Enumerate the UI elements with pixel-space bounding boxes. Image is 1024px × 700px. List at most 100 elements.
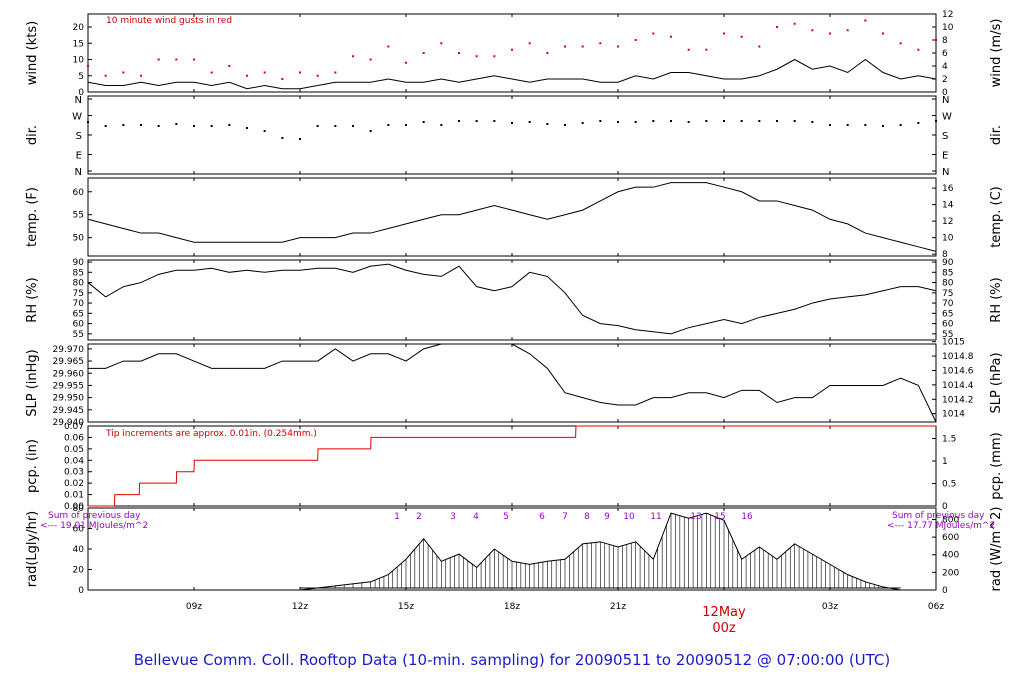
- x-tick-label: 15z: [398, 602, 414, 612]
- gust-point: [246, 74, 248, 77]
- hour-mark: 9: [604, 512, 610, 522]
- gust-point: [475, 55, 478, 58]
- direction-point: [829, 124, 831, 126]
- hour-mark: 1: [394, 512, 400, 522]
- y-tick-label-right: 2: [942, 75, 948, 85]
- direction-point: [175, 123, 178, 125]
- gust-point: [281, 78, 284, 80]
- y-axis-label-right: dir.: [989, 125, 1004, 145]
- gust-point: [210, 71, 213, 74]
- y-axis-label-right: rad (W/m^2): [989, 507, 1004, 592]
- gust-point: [440, 42, 443, 45]
- direction-point: [369, 130, 372, 132]
- y-axis-label-right: temp. (C): [989, 186, 1004, 248]
- y-tick-label-right: 400: [942, 551, 959, 561]
- gust-point: [369, 58, 372, 61]
- y-tick-label-left: 55: [73, 211, 84, 221]
- y-tick-label-right: S: [942, 131, 948, 142]
- y-tick-label-left: N: [75, 167, 82, 178]
- y-tick-label-right: 1: [942, 457, 948, 467]
- y-tick-label-right: 6: [942, 49, 948, 59]
- y-tick-label-right: 1014.6: [942, 366, 974, 376]
- gust-point: [422, 52, 425, 54]
- y-axis-label-right: wind (m/s): [989, 19, 1004, 88]
- y-axis-label-left: rad(Lgly/hr): [25, 511, 40, 587]
- y-tick-label-left: 0: [78, 586, 84, 596]
- y-axis-label-left: dir.: [25, 125, 40, 145]
- direction-point: [122, 124, 125, 126]
- direction-point: [564, 124, 566, 126]
- hour-mark: 16: [741, 512, 753, 522]
- direction-point: [546, 123, 549, 125]
- y-tick-label-left: 0.07: [64, 422, 84, 432]
- gust-point: [511, 48, 513, 51]
- y-tick-label-right: 12: [942, 217, 953, 227]
- direction-point: [599, 120, 602, 122]
- gust-point: [564, 45, 566, 48]
- hour-mark: 2: [416, 512, 422, 522]
- y-tick-label-left: E: [76, 151, 82, 162]
- hour-mark: 4: [473, 512, 479, 522]
- y-tick-label-right: 1.5: [942, 435, 956, 445]
- y-tick-label-left: 29.970: [53, 345, 85, 355]
- direction-point: [846, 124, 849, 126]
- hour-mark: 15: [714, 512, 725, 522]
- y-tick-label-right: 1015: [942, 338, 965, 348]
- y-tick-label-right: 4: [942, 62, 948, 72]
- y-tick-label-right: 10: [942, 234, 954, 244]
- gust-point: [299, 71, 301, 74]
- y-tick-label-left: N: [75, 95, 82, 106]
- y-tick-label-right: 0: [942, 502, 948, 512]
- hour-mark: 11: [650, 512, 661, 522]
- x-tick-label: 06z: [928, 602, 944, 612]
- y-tick-label-right: 0: [942, 88, 948, 98]
- date-sub-label: 00z: [712, 621, 736, 636]
- panel-frame: [87, 343, 937, 423]
- temperature-line: [87, 182, 937, 252]
- y-tick-label-left: 55: [73, 330, 84, 340]
- direction-point: [617, 121, 619, 123]
- gust-point: [917, 48, 920, 51]
- direction-point: [670, 120, 672, 122]
- direction-point: [511, 122, 513, 124]
- weather-chart: wind (kts) wind (m/s)0510152002468101210 …: [25, 10, 1004, 636]
- hour-mark: 10: [623, 512, 635, 522]
- x-tick-label: 21z: [610, 602, 626, 612]
- y-tick-label-left: 0.03: [64, 468, 84, 478]
- direction-point: [811, 121, 814, 123]
- x-tick-label: 18z: [504, 602, 520, 612]
- hour-mark: 5: [503, 512, 509, 522]
- y-tick-label-right: N: [942, 95, 949, 106]
- direction-point: [776, 120, 778, 122]
- gust-point: [157, 58, 160, 61]
- y-tick-label-right: 0.5: [942, 480, 956, 490]
- sum-right-title: Sum of previous day: [892, 511, 985, 521]
- direction-point: [157, 125, 160, 127]
- direction-point: [864, 124, 867, 126]
- y-tick-label-left: 0.01: [64, 491, 84, 501]
- y-tick-label-right: 8: [942, 36, 948, 46]
- y-axis-label-left: pcp. (in): [25, 439, 40, 493]
- y-tick-label-right: 10: [942, 23, 954, 33]
- y-tick-label-right: 70: [942, 299, 954, 309]
- panel-frame: [87, 177, 937, 257]
- humidity-line: [87, 263, 937, 335]
- y-tick-label-right: 600: [942, 533, 959, 543]
- direction-point: [634, 121, 637, 123]
- y-tick-label-right: 1014.4: [942, 381, 974, 391]
- direction-point: [334, 125, 337, 127]
- gust-point: [228, 65, 231, 67]
- direction-point: [528, 121, 531, 123]
- direction-point: [316, 125, 319, 127]
- gust-point: [776, 26, 778, 28]
- direction-point: [475, 120, 478, 122]
- sum-left-value: <--- 19.01 MJoules/m^2: [40, 521, 148, 531]
- sum-right-value: <--- 17.77 MJoules/m^2: [887, 521, 995, 531]
- gust-point: [670, 35, 672, 38]
- direction-point: [793, 120, 796, 122]
- y-tick-label-left: 15: [73, 39, 84, 49]
- gust-point: [864, 19, 867, 22]
- direction-point: [246, 127, 248, 129]
- hour-mark: 8: [584, 512, 590, 522]
- hour-mark: 3: [450, 512, 456, 522]
